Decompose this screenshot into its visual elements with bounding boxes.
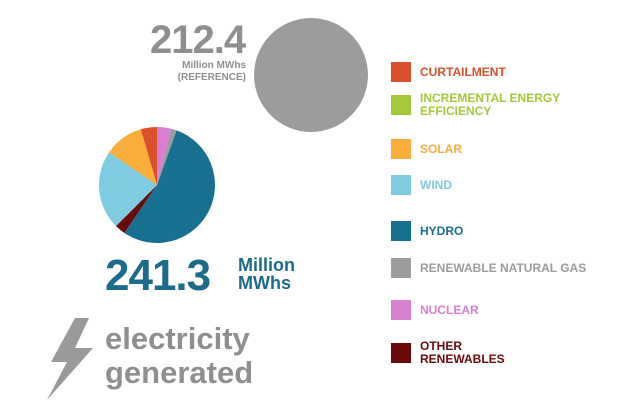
legend-label: NUCLEAR — [420, 302, 479, 317]
total-value: 241.3 — [105, 251, 211, 300]
legend-swatch — [391, 221, 411, 241]
pie-slice-wind — [99, 152, 157, 227]
pie-slice-other-renewables — [115, 185, 157, 233]
legend-label: SOLAR — [420, 141, 462, 156]
legend-item: CURTAILMENT — [391, 62, 506, 82]
pie-slice-renewable-natural-gas — [157, 128, 177, 185]
reference-unit: Million MWhs (REFERENCE) — [177, 60, 246, 83]
legend-swatch — [391, 258, 411, 278]
legend-item: HYDRO — [391, 221, 463, 241]
legend-swatch — [391, 300, 411, 320]
generation-pie-chart — [99, 127, 215, 243]
legend-item: INCREMENTAL ENERGY EFFICIENCY — [391, 92, 560, 118]
legend-label: INCREMENTAL ENERGY EFFICIENCY — [420, 91, 561, 118]
legend-label: HYDRO — [420, 223, 464, 238]
legend-label: RENEWABLE NATURAL GAS — [420, 260, 587, 275]
legend-item: NUCLEAR — [391, 300, 479, 320]
legend-swatch — [391, 175, 411, 195]
pie-slice-hydro — [124, 130, 215, 243]
legend-swatch — [391, 343, 411, 363]
legend-item: SOLAR — [391, 139, 462, 159]
reference-circle — [254, 18, 368, 132]
legend-swatch — [391, 139, 411, 159]
legend-item: OTHER RENEWABLES — [391, 340, 510, 366]
legend-item: WIND — [391, 175, 452, 195]
reference-value: 212.4 — [150, 18, 246, 62]
pie-slice-nuclear — [157, 127, 172, 185]
pie-slice-curtailment — [140, 127, 157, 185]
caption: electricity generated — [105, 321, 254, 390]
pie-slice-solar — [109, 129, 157, 185]
total-unit: Million MWhs — [238, 255, 295, 293]
legend-label: CURTAILMENT — [420, 64, 506, 79]
legend-label: WIND — [420, 177, 452, 192]
legend-label: OTHER RENEWABLES — [420, 339, 505, 366]
legend-item: RENEWABLE NATURAL GAS — [391, 258, 586, 278]
legend-swatch — [391, 95, 411, 115]
legend-swatch — [391, 62, 411, 82]
lightning-bolt-icon — [47, 318, 93, 400]
